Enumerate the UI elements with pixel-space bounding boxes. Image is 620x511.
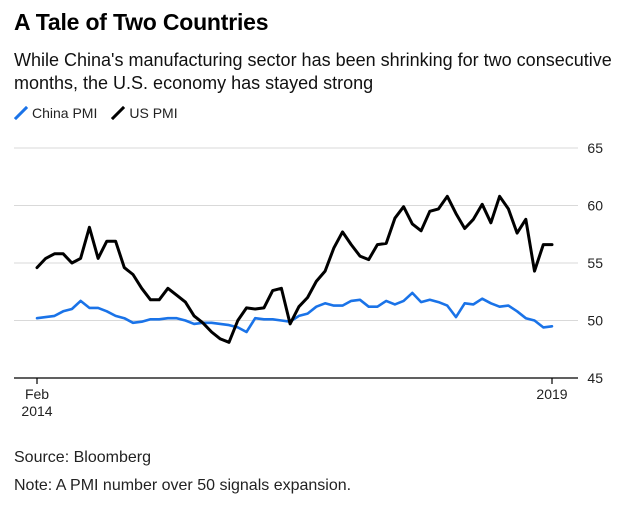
x-tick-label-0: Feb <box>25 386 49 402</box>
x-tick-sublabel-0: 2014 <box>21 403 52 419</box>
y-tick-label-55: 55 <box>587 255 603 271</box>
x-tick-label-1: 2019 <box>536 386 567 402</box>
legend-item-us: US PMI <box>111 105 178 121</box>
legend-swatch-us <box>111 106 126 120</box>
footnote: Note: A PMI number over 50 signals expan… <box>14 477 352 494</box>
chart-subtitle: While China's manufacturing sector has b… <box>14 50 612 93</box>
source-note: Source: Bloomberg <box>14 449 151 466</box>
legend: China PMI US PMI <box>14 105 192 121</box>
legend-swatch-china <box>14 106 28 120</box>
series-line-china-pmi <box>35 291 554 334</box>
legend-label-china: China PMI <box>32 105 98 121</box>
legend-label-us: US PMI <box>129 105 178 121</box>
chart-title: A Tale of Two Countries <box>14 9 269 35</box>
series-line-us-pmi <box>35 194 554 344</box>
y-tick-label-50: 50 <box>587 313 603 329</box>
y-tick-label-65: 65 <box>587 140 603 156</box>
y-tick-label-60: 60 <box>587 198 603 214</box>
legend-item-china: China PMI <box>14 105 97 121</box>
y-tick-label-45: 45 <box>587 370 603 386</box>
